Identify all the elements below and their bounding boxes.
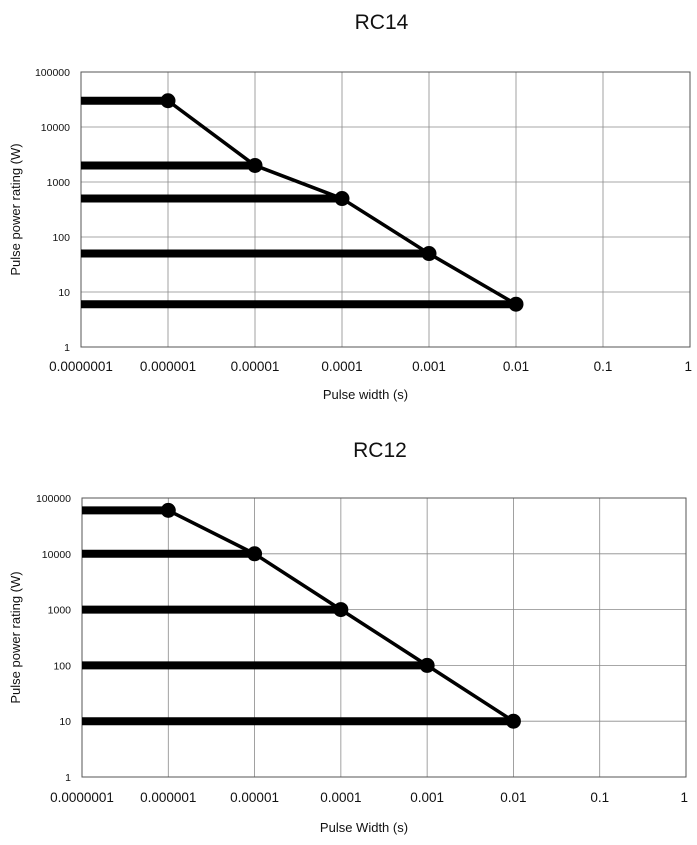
y-tick-label: 100 bbox=[52, 232, 70, 244]
y-tick-label: 1 bbox=[64, 342, 70, 354]
x-tick-label: 0.000001 bbox=[140, 359, 196, 374]
y-tick-label: 10 bbox=[59, 716, 71, 728]
x-axis-label: Pulse Width (s) bbox=[320, 820, 408, 835]
data-point bbox=[160, 502, 176, 518]
x-axis-label: Pulse width (s) bbox=[323, 387, 408, 402]
y-tick-label: 100 bbox=[53, 660, 71, 672]
y-tick-label: 10000 bbox=[41, 122, 70, 134]
x-tick-label: 0.0001 bbox=[321, 359, 362, 374]
chart-title: RC12 bbox=[353, 439, 407, 462]
data-point bbox=[419, 657, 435, 673]
x-tick-label: 1 bbox=[680, 790, 688, 805]
x-tick-label: 0.1 bbox=[594, 359, 613, 374]
data-series bbox=[81, 93, 524, 312]
y-axis-label: Pulse power rating (W) bbox=[8, 571, 23, 703]
data-point bbox=[333, 602, 349, 618]
plot-frame bbox=[80, 71, 691, 348]
y-tick-label: 10 bbox=[58, 287, 70, 299]
y-tick-label: 100000 bbox=[36, 493, 71, 505]
rc14-chart: RC14 0.0000001 0.000001 0.00001 0.0001 0.001 0… bbox=[8, 11, 692, 402]
x-tick-label: 0.0001 bbox=[320, 790, 361, 805]
data-point bbox=[247, 546, 263, 562]
data-point bbox=[505, 713, 521, 729]
x-tick-label: 0.0000001 bbox=[49, 359, 113, 374]
x-tick-label: 1 bbox=[684, 359, 692, 374]
x-tick-label: 0.00001 bbox=[230, 790, 279, 805]
data-point bbox=[421, 246, 437, 262]
x-tick-label: 0.001 bbox=[412, 359, 446, 374]
y-tick-label: 1000 bbox=[48, 605, 72, 617]
data-point bbox=[508, 296, 524, 312]
data-point bbox=[334, 191, 350, 207]
x-tick-label: 0.000001 bbox=[140, 790, 196, 805]
y-tick-label: 10000 bbox=[42, 549, 71, 561]
y-tick-label: 1 bbox=[65, 772, 71, 784]
y-tick-label: 1000 bbox=[47, 177, 71, 189]
y-tick-label: 100000 bbox=[35, 67, 70, 79]
chart-title: RC14 bbox=[355, 11, 409, 34]
data-point bbox=[247, 157, 263, 173]
x-tick-label: 0.001 bbox=[410, 790, 444, 805]
data-point bbox=[160, 93, 176, 109]
x-tick-label: 0.00001 bbox=[231, 359, 280, 374]
data-series bbox=[82, 502, 521, 729]
y-axis-label: Pulse power rating (W) bbox=[8, 143, 23, 275]
plot-frame bbox=[81, 497, 687, 778]
x-tick-label: 0.01 bbox=[500, 790, 526, 805]
x-tick-label: 0.01 bbox=[503, 359, 529, 374]
x-tick-label: 0.0000001 bbox=[50, 790, 114, 805]
x-tick-label: 0.1 bbox=[590, 790, 609, 805]
rc12-chart: RC12 0.0000001 0.000001 0.00001 0.0001 0.001 0… bbox=[8, 439, 688, 835]
